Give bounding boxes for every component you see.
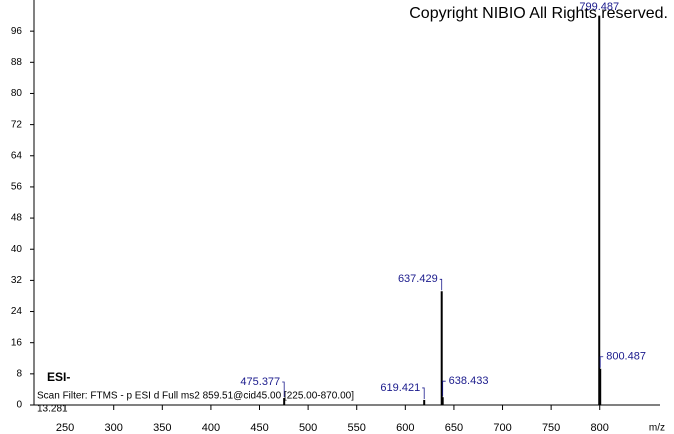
peak-label: 475.377	[240, 376, 280, 388]
x-tick-label: 650	[445, 422, 463, 434]
label-leader	[442, 380, 446, 397]
label-leader	[282, 381, 285, 397]
x-tick-label: 500	[299, 422, 317, 434]
scan-filter: Scan Filter: FTMS - p ESI d Full ms2 859…	[37, 391, 354, 402]
x-axis-label: m/z	[649, 423, 665, 434]
y-tick-label: 16	[11, 337, 23, 348]
x-tick-label: 450	[250, 422, 268, 434]
y-tick-label: 88	[11, 57, 23, 68]
y-tick-label: 0	[16, 400, 22, 411]
label-leader	[599, 356, 604, 368]
ion-mode: ESI-	[47, 370, 70, 384]
y-tick-label: 48	[11, 213, 23, 224]
x-tick-label: 600	[396, 422, 414, 434]
y-tick-label: 96	[11, 26, 23, 37]
peak-label: 637.429	[398, 273, 438, 285]
x-tick-label: 550	[348, 422, 366, 434]
peak-label: 619.421	[380, 382, 420, 394]
x-tick-label: 800	[591, 422, 609, 434]
x-tick-label: 750	[542, 422, 560, 434]
x-tick-label: 400	[202, 422, 220, 434]
label-leader	[422, 387, 425, 399]
peak-label: 638.433	[449, 375, 489, 387]
y-tick-label: 80	[11, 88, 23, 99]
retention-time: 13.281	[37, 404, 68, 415]
y-tick-label: 64	[11, 150, 23, 161]
y-tick-label: 72	[11, 119, 23, 130]
y-tick-label: 24	[11, 306, 23, 317]
y-tick-label: 56	[11, 182, 23, 193]
peak-label: 799.487	[579, 1, 619, 13]
x-tick-label: 250	[56, 422, 74, 434]
chart-title: Copyright NIBIO All Rights reserved.	[409, 5, 668, 22]
y-tick-label: 32	[11, 275, 23, 286]
y-tick-label: 8	[16, 368, 22, 379]
x-tick-label: 700	[493, 422, 511, 434]
x-tick-label: 350	[153, 422, 171, 434]
y-tick-label: 40	[11, 244, 23, 255]
x-tick-label: 300	[105, 422, 123, 434]
peak-label: 800.487	[606, 351, 646, 363]
label-leader	[439, 278, 443, 291]
